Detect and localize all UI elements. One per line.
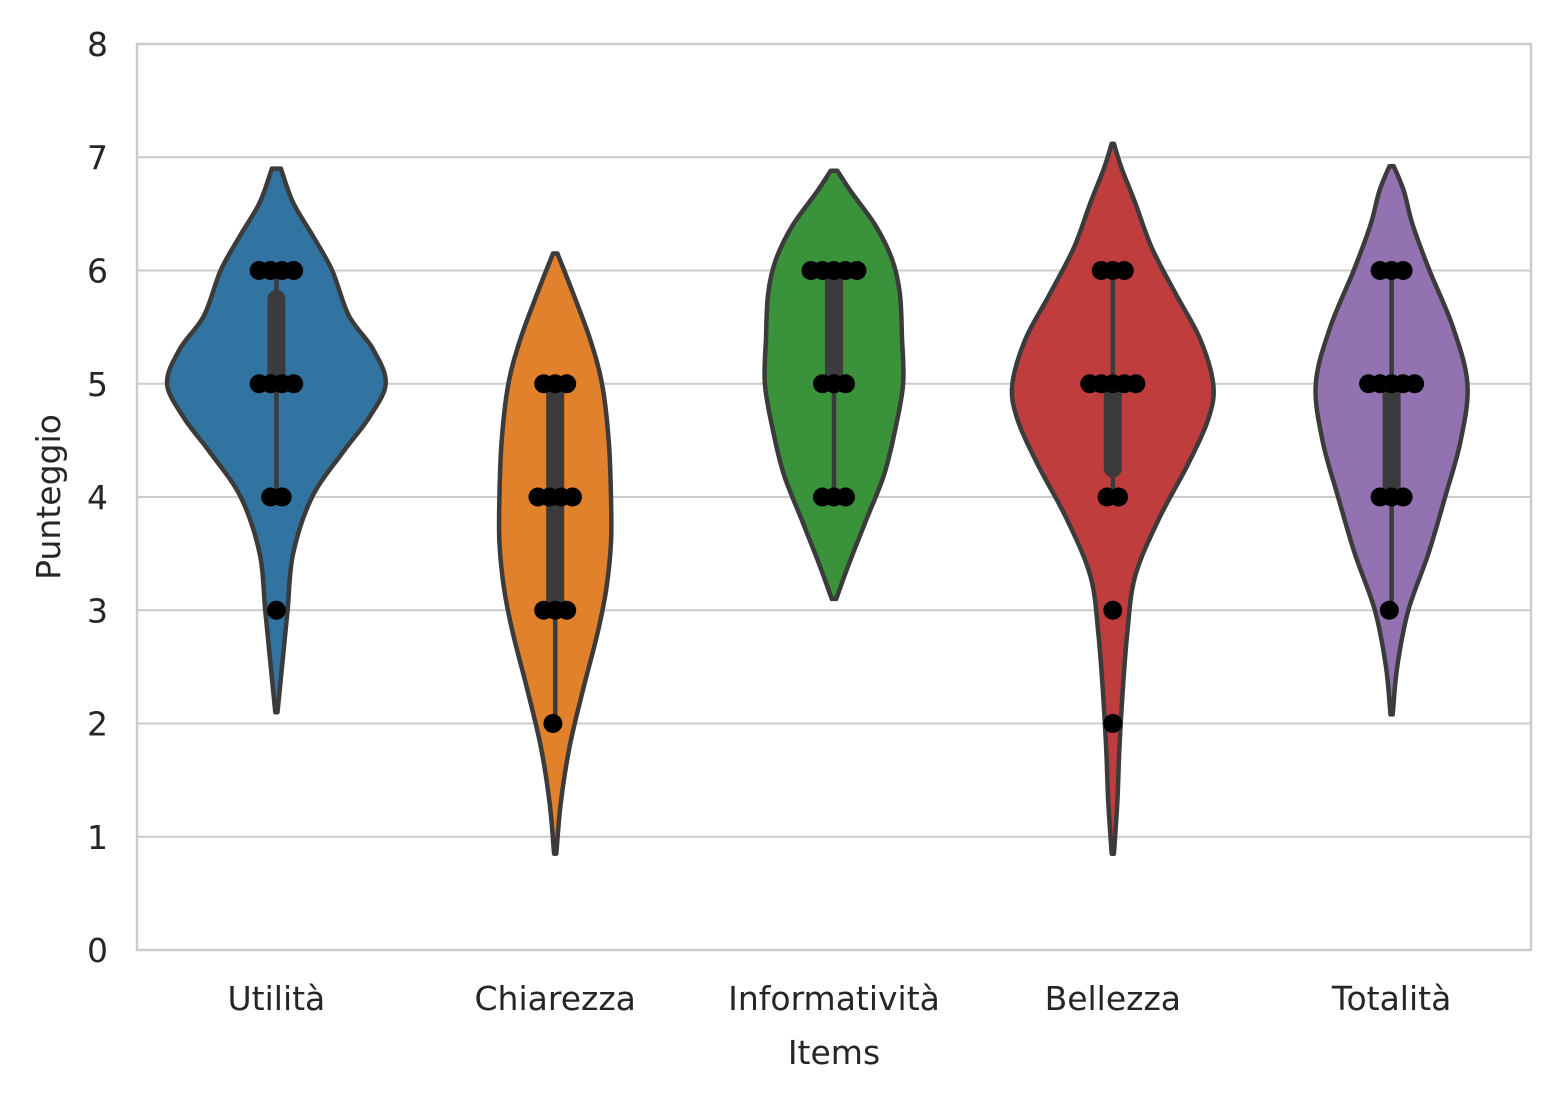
violin-0 <box>164 166 388 715</box>
data-point <box>1114 261 1134 280</box>
data-point <box>1393 487 1413 507</box>
y-axis-label: Punteggio <box>29 414 68 580</box>
data-point <box>1126 374 1146 394</box>
y-tick-label: 3 <box>87 591 108 630</box>
swarm-0 <box>249 261 304 620</box>
swarm-3 <box>1080 261 1146 733</box>
data-point <box>266 600 286 620</box>
y-tick-label: 8 <box>87 25 108 64</box>
y-axis-ticks: 0 1 2 3 4 5 6 7 8 <box>87 25 108 970</box>
data-point <box>1109 487 1129 507</box>
x-tick-label: Totalità <box>1331 979 1451 1018</box>
data-point <box>272 487 292 507</box>
violin-1 <box>496 251 614 856</box>
plot-frame <box>135 42 1533 952</box>
data-point <box>543 714 563 733</box>
y-tick-label: 5 <box>87 365 108 404</box>
data-point <box>557 374 577 394</box>
data-point <box>284 374 304 394</box>
data-point <box>836 487 855 507</box>
data-point <box>562 487 582 507</box>
y-tick-label: 7 <box>87 138 108 177</box>
swarm-1 <box>528 374 582 733</box>
data-point <box>847 261 867 280</box>
data-point <box>557 600 577 620</box>
data-point <box>284 261 304 280</box>
y-tick-label: 0 <box>87 931 108 970</box>
data-point <box>1379 600 1399 620</box>
y-tick-label: 6 <box>87 252 108 291</box>
y-tick-label: 2 <box>87 705 108 744</box>
y-tick-label: 4 <box>87 478 108 517</box>
x-axis-ticks: Utilità Chiarezza Informatività Bellezza Tot… <box>228 979 1452 1018</box>
x-tick-label: Utilità <box>228 979 326 1018</box>
data-point <box>836 374 855 394</box>
data-point <box>1103 600 1123 620</box>
x-tick-label: Chiarezza <box>475 979 636 1018</box>
swarm-4 <box>1359 261 1425 620</box>
violin-4 <box>1313 164 1470 717</box>
data-point <box>1393 261 1413 280</box>
y-tick-label: 1 <box>87 818 108 857</box>
data-point <box>1405 374 1425 394</box>
data-point <box>1103 714 1123 733</box>
x-tick-label: Informatività <box>728 979 940 1018</box>
data-points <box>249 261 1425 733</box>
swarm-2 <box>801 261 867 507</box>
x-tick-label: Bellezza <box>1045 979 1181 1018</box>
x-axis-label: Items <box>788 1033 880 1072</box>
